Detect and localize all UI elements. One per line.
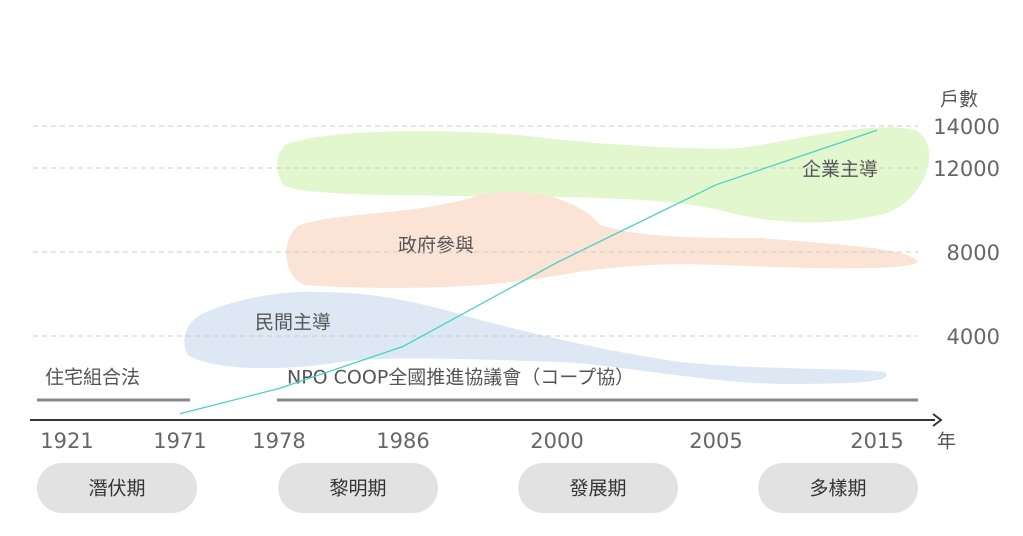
x-tick-label: 1971 (153, 429, 206, 453)
period-label: 黎明期 (329, 478, 386, 500)
y-tick-label: 14000 (933, 115, 1000, 139)
period-label: 多樣期 (809, 478, 866, 500)
region-label: 民間主導 (255, 312, 331, 334)
region-label: 企業主導 (802, 159, 878, 181)
y-axis-label: 戶數 (940, 89, 978, 111)
x-tick-label: 1986 (376, 429, 429, 453)
data-line (179, 129, 878, 415)
x-axis-arrow (932, 413, 943, 427)
period-pill (518, 463, 678, 513)
x-tick-label: 2015 (850, 429, 903, 453)
region-private (184, 291, 887, 384)
period-pill (278, 463, 438, 513)
annotation: 住宅組合法 (45, 367, 140, 389)
y-tick-label: 8000 (947, 241, 1000, 265)
period-pill (758, 463, 918, 513)
period-label: 發展期 (569, 478, 626, 500)
y-tick-label: 4000 (947, 325, 1000, 349)
y-tick-label: 12000 (933, 157, 1000, 181)
period-pill (37, 463, 197, 513)
annotation: NPO COOP全國推進協議會（コープ協） (287, 367, 634, 389)
x-axis-label: 年 (937, 431, 956, 453)
region-label: 政府參與 (398, 235, 474, 257)
period-label: 潛伏期 (88, 478, 145, 500)
x-tick-label: 2005 (689, 429, 742, 453)
x-tick-label: 1921 (40, 429, 93, 453)
region-corporate (277, 127, 930, 223)
x-tick-label: 2000 (530, 429, 583, 453)
x-tick-label: 1978 (252, 429, 305, 453)
